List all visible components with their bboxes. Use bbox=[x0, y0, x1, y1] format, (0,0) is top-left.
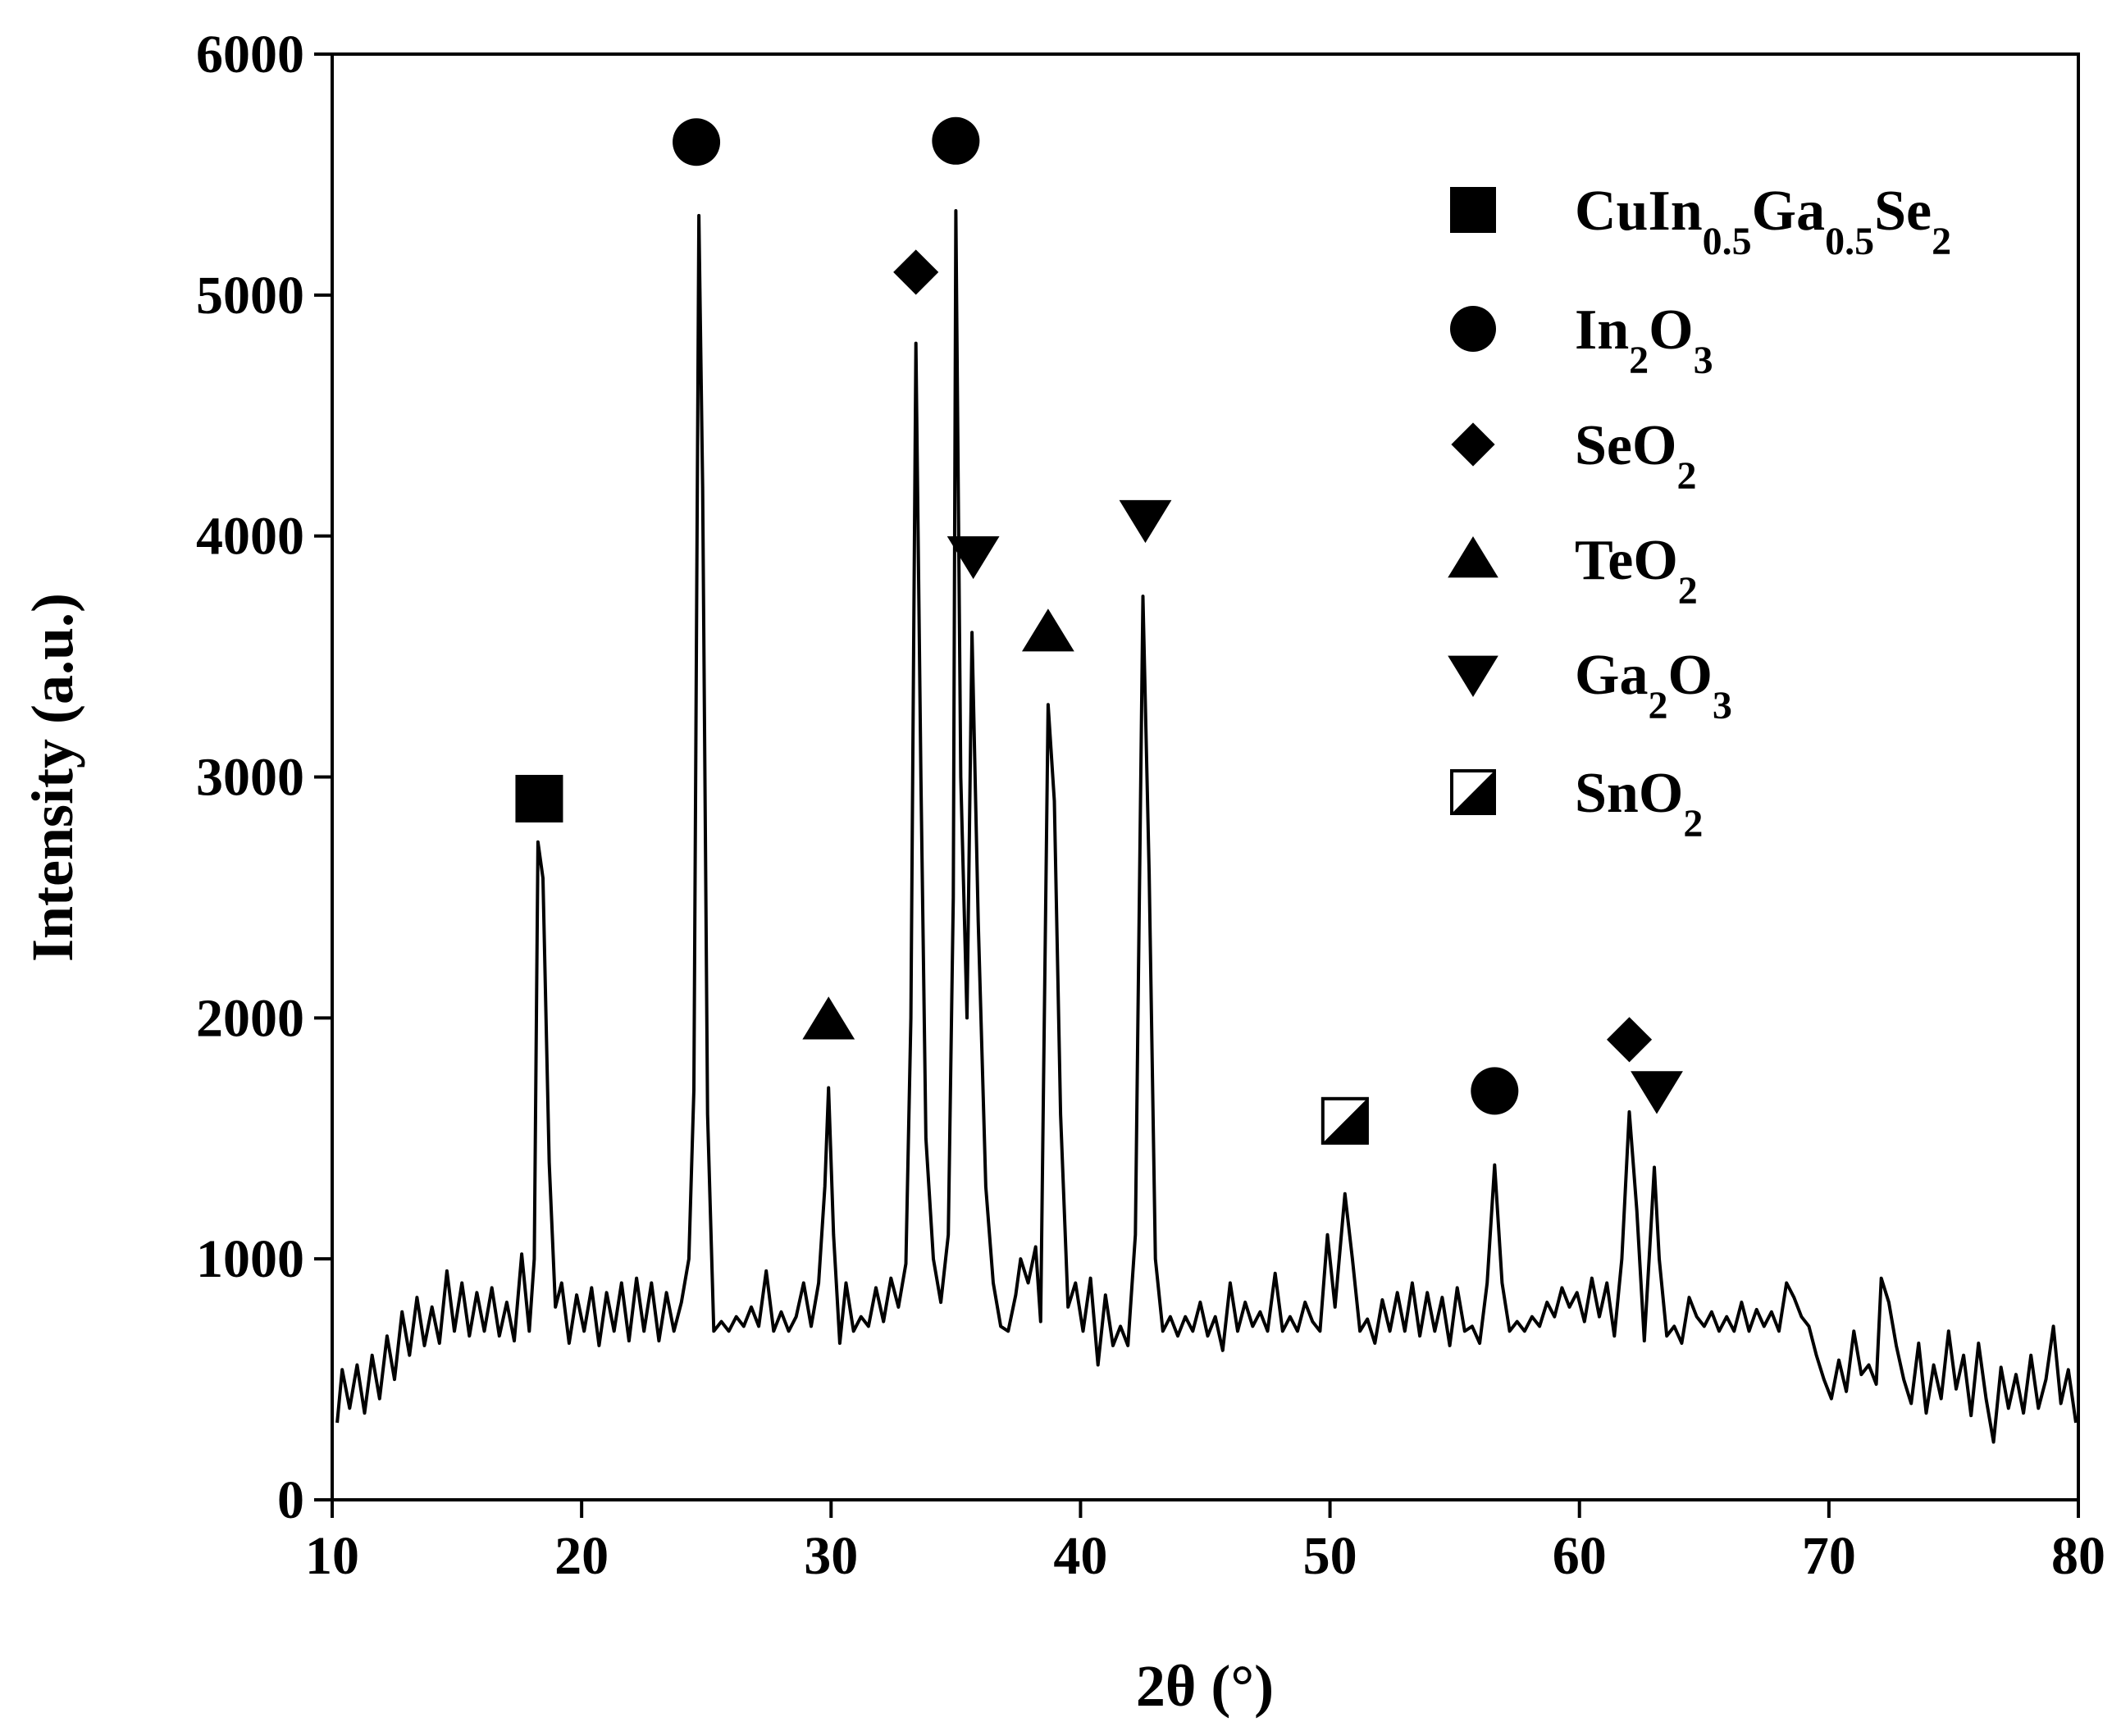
phase-marker bbox=[893, 249, 939, 295]
phase-marker bbox=[1021, 608, 1074, 652]
x-tick-label: 70 bbox=[1802, 1526, 1856, 1586]
y-tick-label: 3000 bbox=[196, 748, 304, 808]
phase-marker bbox=[946, 535, 1000, 580]
phase-marker bbox=[1119, 499, 1172, 544]
legend-symbol bbox=[1450, 769, 1496, 815]
legend-label: TeO2 bbox=[1575, 529, 1698, 613]
y-tick-label: 6000 bbox=[196, 25, 304, 84]
y-tick-label: 4000 bbox=[196, 507, 304, 567]
phase-marker bbox=[802, 996, 855, 1040]
legend-symbol bbox=[1448, 536, 1498, 578]
plot-frame bbox=[331, 52, 2080, 1501]
legend-symbol bbox=[1450, 306, 1496, 352]
phase-marker bbox=[1631, 1071, 1683, 1114]
legend-label: Ga2O3 bbox=[1575, 644, 1732, 727]
x-tick-label: 50 bbox=[1303, 1526, 1357, 1586]
phase-marker bbox=[515, 774, 563, 822]
legend-label: In2O3 bbox=[1575, 298, 1713, 382]
legend-symbol bbox=[1451, 422, 1495, 467]
phase-marker bbox=[1471, 1067, 1519, 1115]
y-tick-label: 5000 bbox=[196, 266, 304, 326]
phase-marker bbox=[1606, 1017, 1653, 1063]
x-tick-label: 40 bbox=[1053, 1526, 1107, 1586]
legend-symbol bbox=[1450, 187, 1496, 233]
legend-label: SnO2 bbox=[1575, 762, 1703, 845]
y-tick-label: 0 bbox=[277, 1470, 304, 1530]
phase-marker bbox=[1320, 1096, 1369, 1145]
x-tick-label: 20 bbox=[554, 1526, 609, 1586]
x-tick-label: 60 bbox=[1553, 1526, 1607, 1586]
x-axis-label: 2θ (°) bbox=[1136, 1653, 1274, 1719]
legend-label: CuIn0.5Ga0.5Se2 bbox=[1575, 180, 1951, 263]
phase-marker bbox=[673, 118, 721, 166]
x-tick-label: 80 bbox=[2051, 1526, 2105, 1586]
legend-symbol bbox=[1448, 655, 1498, 697]
x-tick-label: 30 bbox=[804, 1526, 858, 1586]
y-tick-label: 1000 bbox=[196, 1229, 304, 1289]
x-tick-label: 10 bbox=[305, 1526, 359, 1586]
xrd-pattern bbox=[335, 209, 2078, 1444]
y-axis-label: Intensity (a.u.) bbox=[20, 593, 85, 962]
y-tick-label: 2000 bbox=[196, 988, 304, 1048]
phase-marker bbox=[932, 116, 980, 165]
legend-label: SeO2 bbox=[1575, 414, 1696, 498]
